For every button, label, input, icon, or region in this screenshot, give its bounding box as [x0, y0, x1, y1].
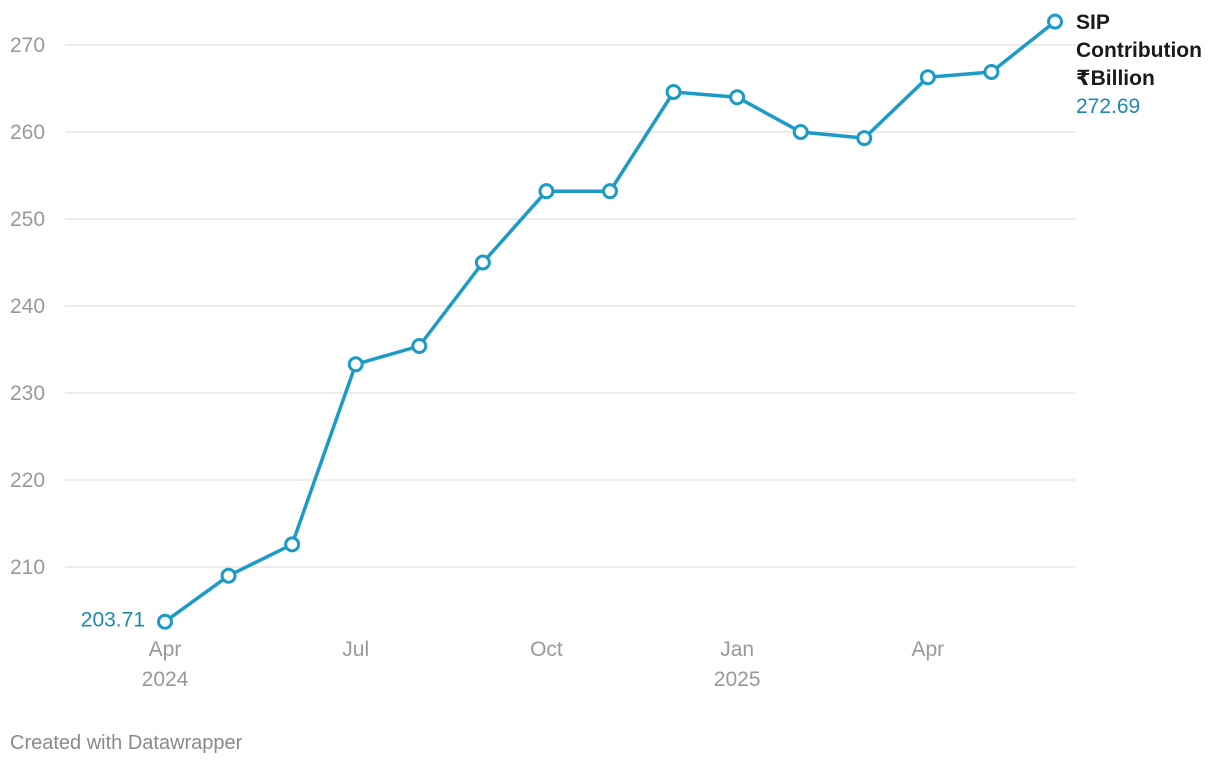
- data-point: [602, 183, 618, 200]
- y-tick-label: 260: [10, 121, 45, 144]
- data-point: [347, 356, 364, 373]
- y-tick-label: 250: [10, 208, 45, 231]
- x-tick-year-label: 2024: [142, 668, 189, 691]
- data-point: [411, 338, 428, 355]
- y-gridlines: [65, 44, 1075, 568]
- data-point: [474, 254, 491, 271]
- y-tick-label: 240: [10, 295, 45, 318]
- data-point: [792, 124, 809, 140]
- x-axis-ticks: Apr 2024 Jul Oct Jan 2025 Apr: [142, 638, 945, 691]
- x-tick-label: Apr: [912, 638, 945, 661]
- start-value-label: 203.71: [81, 609, 145, 632]
- x-tick-label: Jul: [342, 638, 369, 661]
- data-point: [284, 536, 301, 553]
- y-axis-ticks: 210 220 230 240 250 260 270: [10, 34, 45, 579]
- series-points: [157, 13, 1063, 630]
- data-point: [157, 613, 173, 630]
- y-tick-label: 230: [10, 382, 45, 405]
- data-point: [538, 183, 555, 200]
- y-tick-label: 270: [10, 34, 45, 57]
- data-point: [983, 63, 1000, 80]
- data-point: [729, 89, 746, 106]
- x-tick-label: Apr: [149, 638, 182, 661]
- series-line: [163, 19, 1057, 624]
- x-tick-year-label: 2025: [714, 668, 761, 691]
- y-tick-label: 210: [10, 556, 45, 579]
- data-point: [665, 83, 682, 100]
- series-name-label: SIP Contribution ₹Billion: [1076, 11, 1202, 90]
- data-point: [1047, 13, 1063, 30]
- x-tick-label: Jan: [720, 638, 754, 661]
- footer-credit[interactable]: Created with Datawrapper: [10, 732, 243, 754]
- series-name-line: SIP: [1076, 11, 1110, 34]
- end-value-label: 272.69: [1076, 95, 1140, 118]
- y-tick-label: 220: [10, 469, 45, 492]
- data-point: [919, 69, 936, 86]
- data-point: [220, 567, 237, 584]
- data-point: [856, 130, 873, 147]
- x-tick-label: Oct: [530, 638, 563, 661]
- series-name-line: ₹Billion: [1076, 67, 1155, 90]
- series-name-line: Contribution: [1076, 39, 1202, 62]
